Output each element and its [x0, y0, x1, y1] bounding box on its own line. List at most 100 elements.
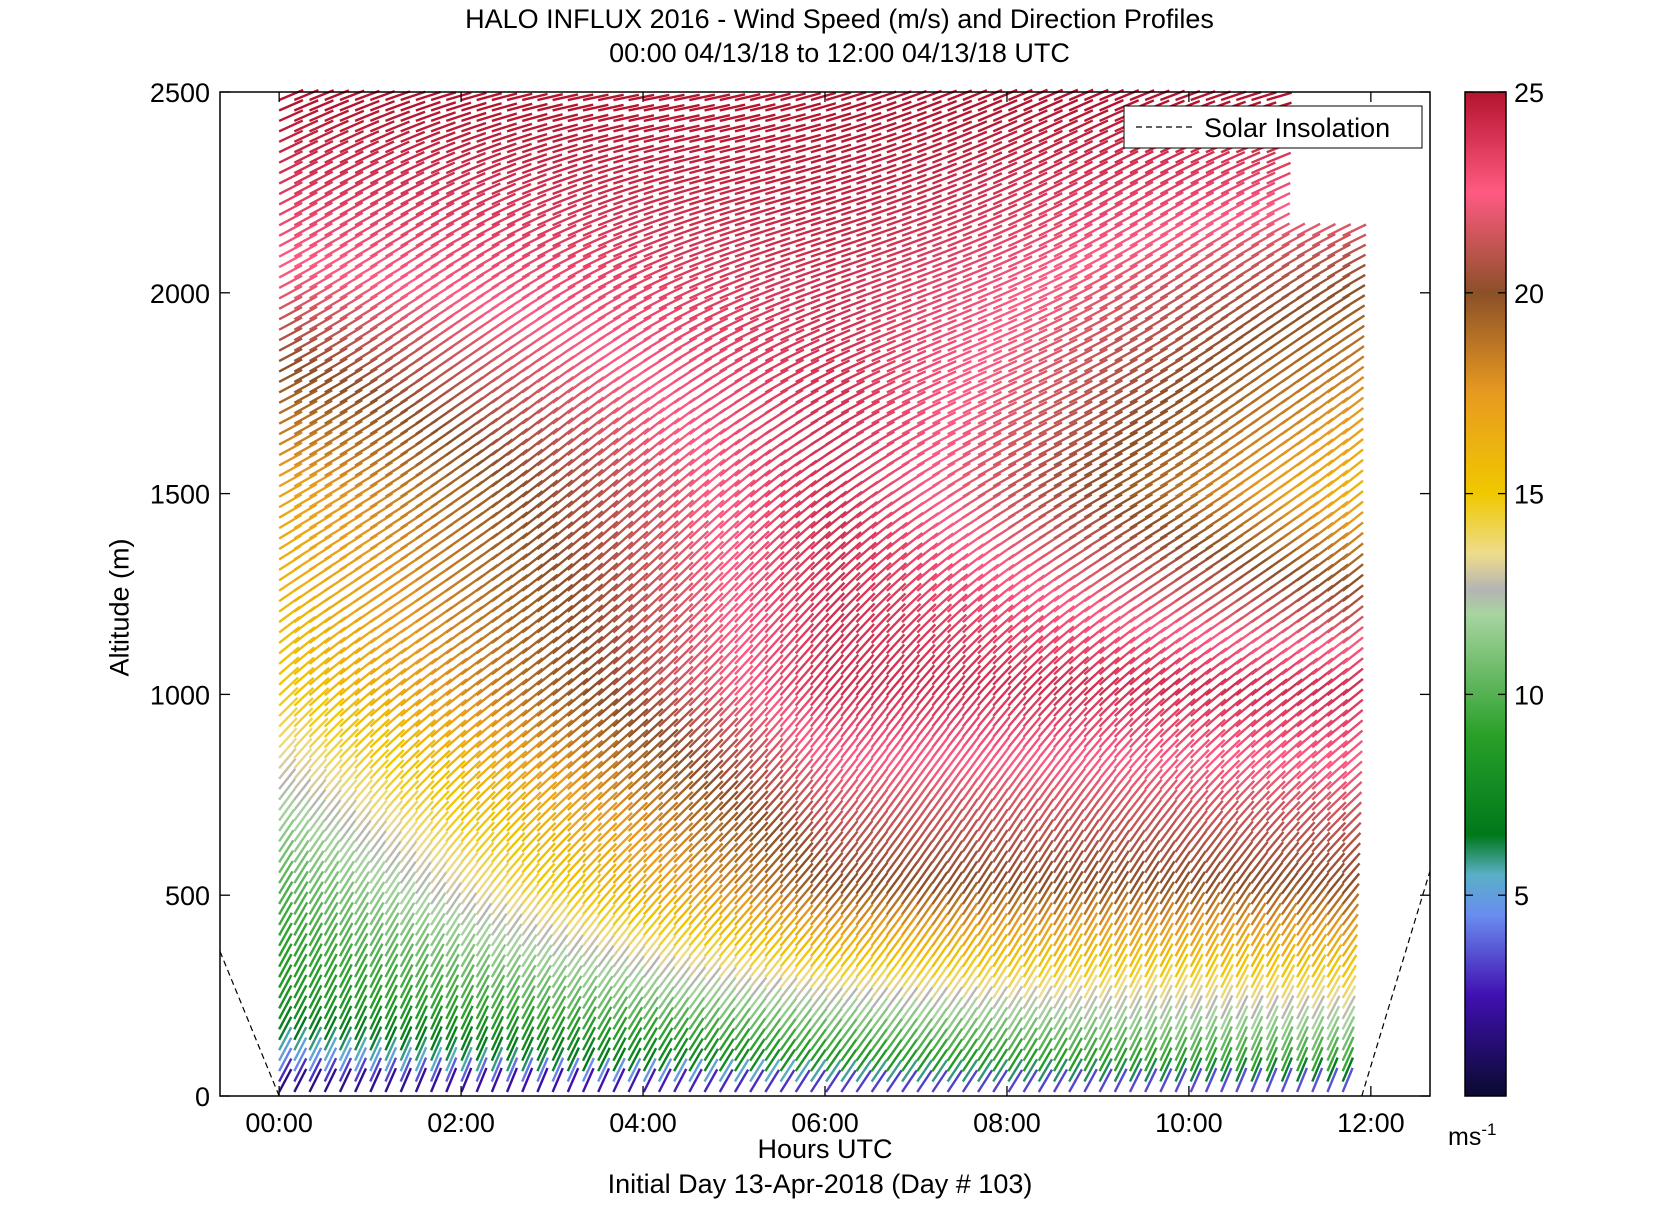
- wind-vector: [825, 966, 844, 989]
- wind-vector: [673, 935, 692, 958]
- wind-vector: [582, 531, 604, 550]
- wind-vector: [506, 192, 532, 206]
- wind-vector: [779, 862, 799, 884]
- wind-vector: [308, 932, 323, 957]
- wind-vector: [825, 612, 845, 634]
- wind-vector: [399, 698, 422, 718]
- wind-vector: [992, 954, 1009, 978]
- wind-vector: [1037, 1068, 1054, 1093]
- wind-vector: [642, 592, 664, 613]
- wind-vector: [749, 883, 769, 905]
- wind-vector: [536, 263, 561, 279]
- wind-vector: [855, 1028, 873, 1051]
- wind-vector: [870, 872, 889, 895]
- wind-vector: [734, 602, 754, 623]
- wind-vector: [1022, 1069, 1039, 1093]
- wind-vector: [338, 840, 356, 863]
- wind-vector: [916, 1059, 933, 1083]
- wind-vector: [582, 842, 602, 864]
- wind-vector: [885, 851, 904, 874]
- wind-vector: [339, 440, 363, 457]
- wind-vector: [324, 273, 348, 290]
- wind-vector: [642, 718, 664, 738]
- wind-vector: [415, 769, 435, 791]
- wind-vector: [780, 185, 806, 196]
- wind-vector: [399, 810, 419, 832]
- wind-vector: [673, 458, 695, 477]
- wind-vector: [475, 851, 495, 874]
- wind-vector: [992, 891, 1009, 916]
- wind-vector: [779, 571, 800, 592]
- wind-vector: [658, 707, 679, 728]
- wind-vector: [658, 634, 679, 655]
- wind-vector: [673, 1047, 689, 1072]
- wind-vector: [749, 338, 774, 352]
- wind-vector: [339, 399, 363, 415]
- wind-vector: [1007, 819, 1024, 843]
- wind-vector: [673, 904, 693, 926]
- wind-vector: [415, 171, 440, 185]
- wind-vector: [749, 550, 770, 571]
- wind-vector: [825, 520, 847, 540]
- wind-vector: [992, 349, 1018, 363]
- wind-vector: [1007, 493, 1032, 509]
- wind-vector: [825, 684, 844, 707]
- wind-vector: [445, 831, 464, 853]
- wind-vector: [521, 243, 546, 258]
- wind-vector: [825, 247, 852, 258]
- wind-vector: [870, 882, 889, 905]
- wind-vector: [566, 1057, 580, 1083]
- wind-vector: [339, 294, 363, 310]
- wind-vector: [430, 881, 447, 905]
- wind-vector: [521, 770, 543, 791]
- wind-vector: [871, 369, 896, 384]
- wind-vector: [886, 592, 907, 613]
- wind-vector: [643, 326, 667, 342]
- wind-vector: [870, 746, 889, 770]
- wind-vector: [1022, 726, 1042, 749]
- wind-vector: [855, 1049, 873, 1072]
- wind-vector: [1038, 431, 1063, 446]
- wind-vector: [460, 892, 478, 916]
- wind-vector: [703, 499, 725, 519]
- wind-vector: [916, 923, 934, 947]
- wind-vector: [992, 675, 1012, 697]
- wind-vector: [855, 531, 878, 550]
- wind-vector: [688, 1007, 705, 1031]
- wind-vector: [323, 667, 346, 686]
- wind-vector: [764, 308, 790, 321]
- wind-vector: [400, 120, 426, 133]
- wind-vector: [1023, 119, 1048, 133]
- wind-vector: [992, 584, 1015, 603]
- wind-vector: [581, 985, 598, 1010]
- wind-vector: [293, 462, 318, 477]
- wind-vector: [293, 636, 316, 655]
- wind-vector: [977, 819, 994, 843]
- wind-vector: [293, 1026, 308, 1051]
- wind-vector: [870, 582, 892, 603]
- wind-vector: [977, 359, 1003, 373]
- wind-vector: [703, 759, 724, 780]
- wind-vector: [977, 614, 999, 634]
- wind-vector: [278, 646, 300, 665]
- wind-vector: [1007, 614, 1029, 634]
- wind-vector: [566, 1036, 581, 1062]
- wind-vector: [719, 287, 745, 300]
- wind-vector: [582, 448, 604, 467]
- wind-vector: [612, 924, 631, 947]
- wind-vector: [430, 810, 450, 832]
- wind-vector: [809, 716, 829, 738]
- wind-vector: [688, 966, 707, 989]
- wind-vector: [536, 698, 559, 718]
- wind-vector: [825, 757, 844, 780]
- wind-vector: [521, 233, 546, 248]
- wind-vector: [840, 531, 862, 550]
- wind-vector: [718, 479, 741, 498]
- wind-vector: [962, 287, 988, 300]
- wind-vector: [977, 370, 1003, 384]
- wind-vector: [870, 602, 891, 623]
- wind-vector: [627, 561, 649, 582]
- wind-vector: [779, 1018, 797, 1041]
- wind-vector: [613, 184, 639, 196]
- wind-vector: [962, 472, 986, 488]
